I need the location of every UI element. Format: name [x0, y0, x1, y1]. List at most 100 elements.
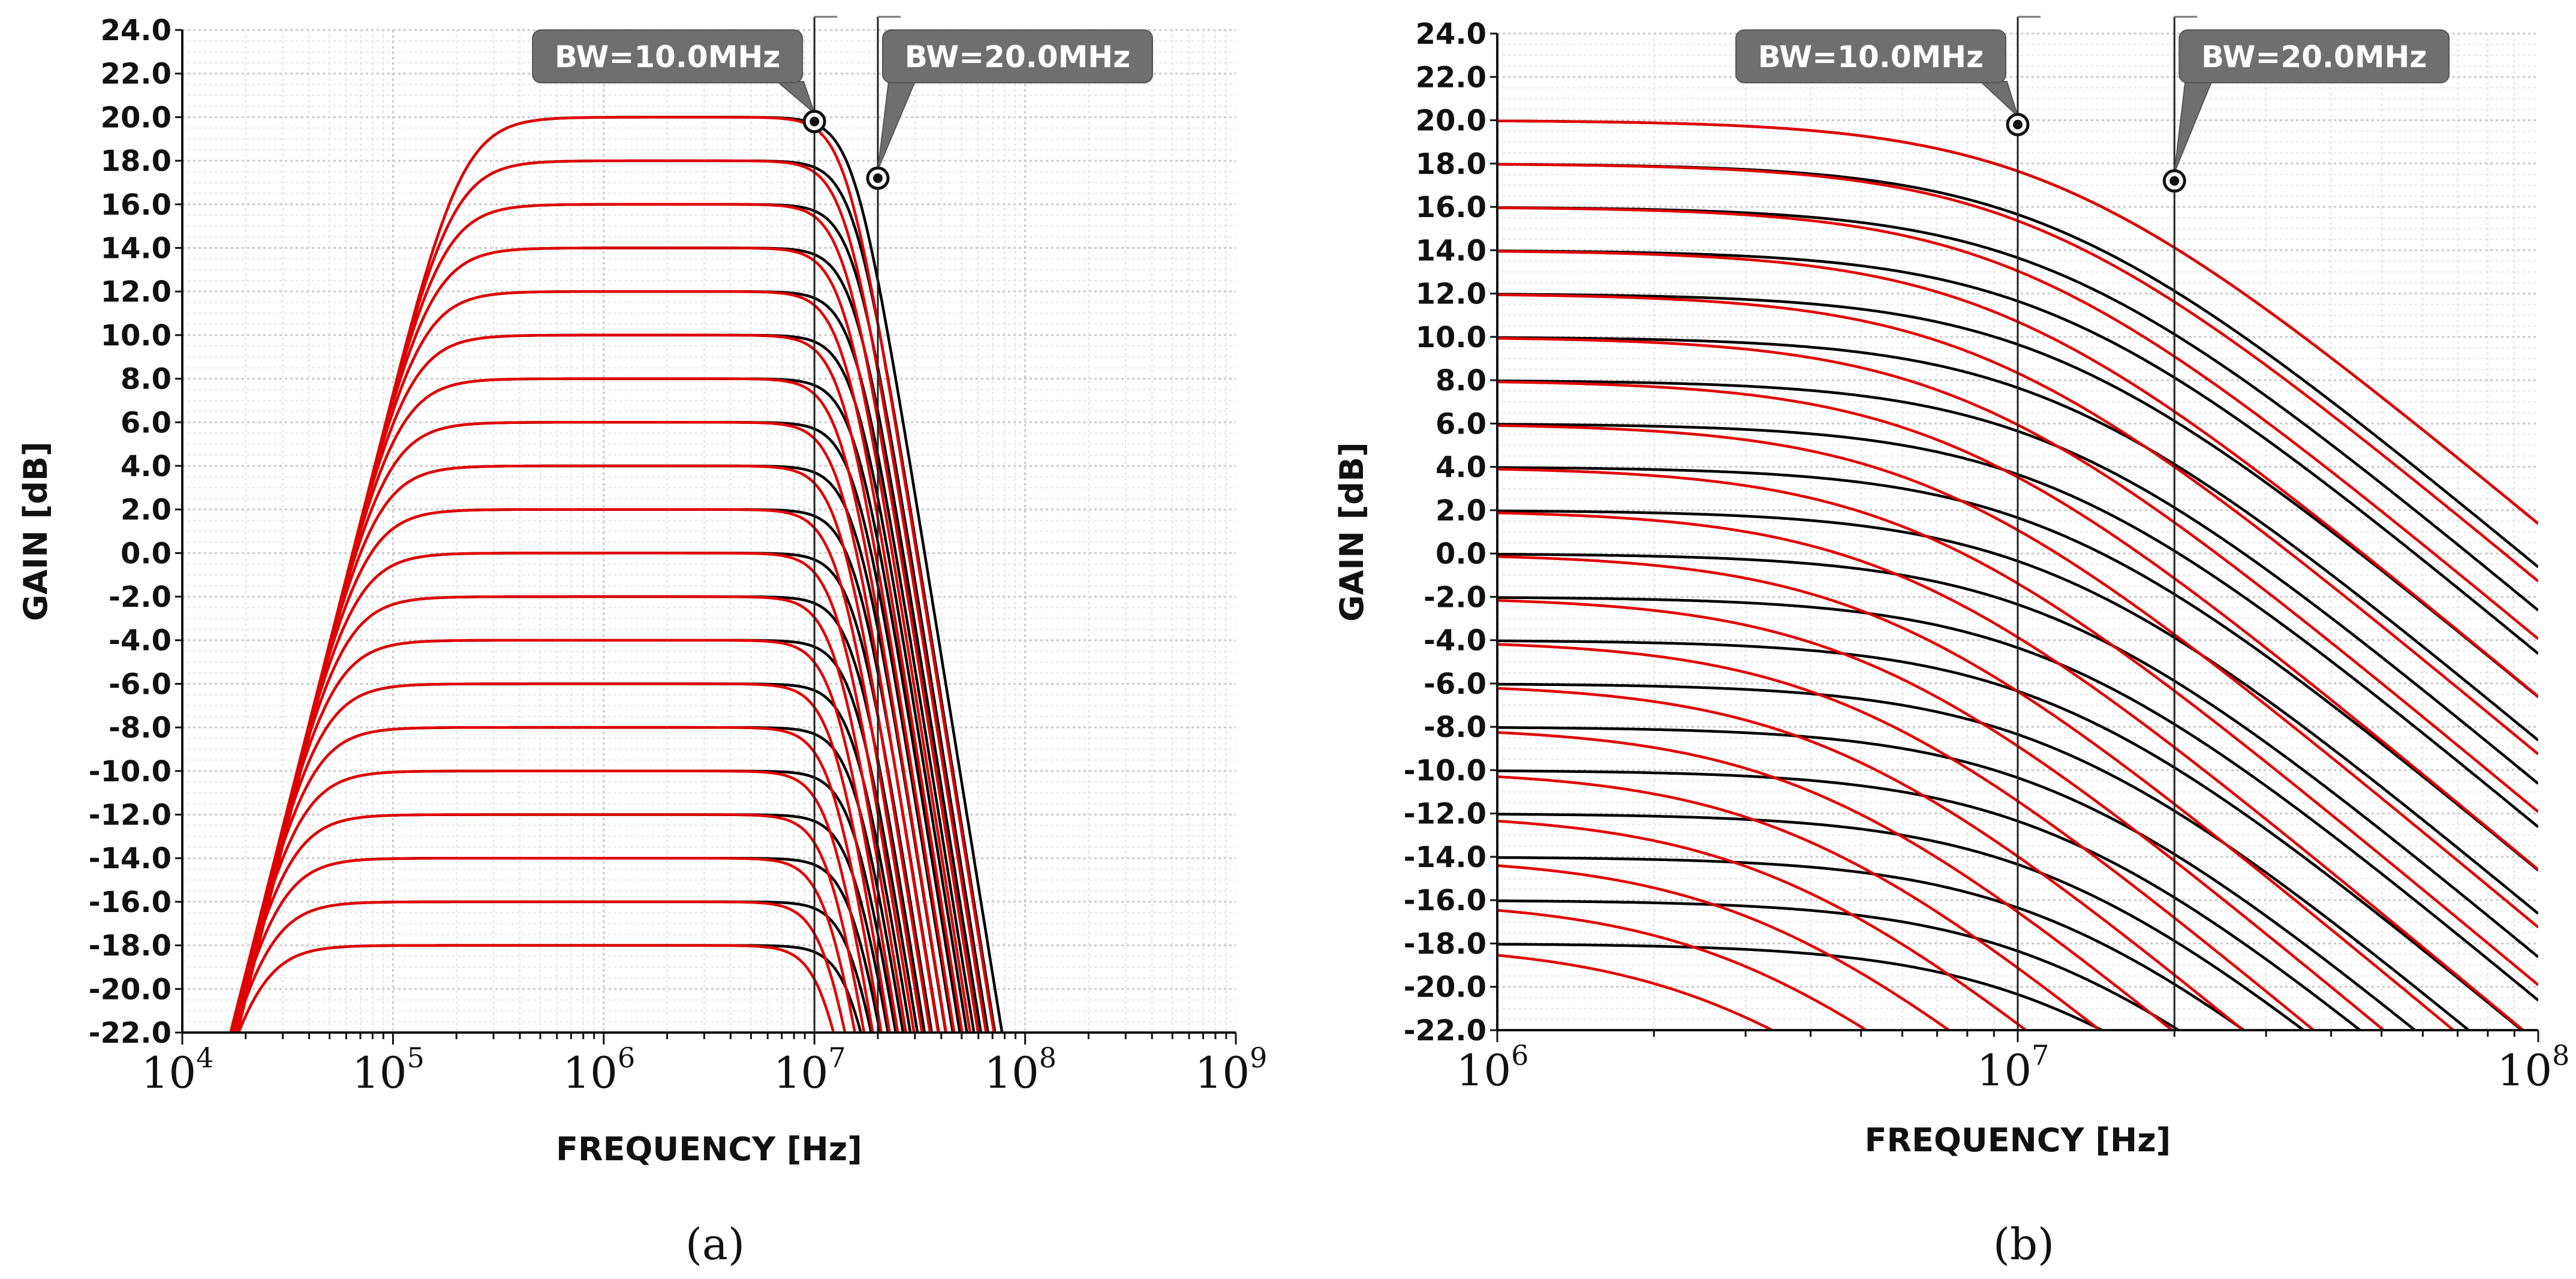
y-tick-label: -12.0	[89, 799, 171, 832]
y-tick-label: 2.0	[1436, 494, 1486, 528]
series-model--18db	[1497, 953, 1775, 1030]
series-model--16db	[1497, 908, 1869, 1030]
panel-b: 24.0 22.0 20.0 18.0 16.0 14.0 12.0 10.0 8.0 6.0 4.…	[1333, 16, 2570, 1269]
y-tick-label: -4.0	[109, 624, 171, 658]
y-tick-label: 14.0	[101, 231, 171, 265]
series-model--4db	[230, 639, 899, 1033]
x-tick-label: 107	[1977, 1039, 2050, 1096]
y-tick-label: -22.0	[89, 1016, 171, 1050]
marker-point-dot	[872, 173, 883, 183]
series-model--10db	[229, 769, 874, 1033]
x-tick-exponent: 6	[618, 1042, 635, 1074]
y-tick-label: 14.0	[1416, 234, 1486, 267]
callout-box	[1735, 29, 2006, 83]
x-tick-exponent: 8	[1039, 1042, 1057, 1074]
series-model--12db	[229, 813, 866, 1033]
y-tick-label: -22.0	[1404, 1014, 1486, 1048]
panel-label: (a)	[685, 1219, 745, 1269]
series-model--8db	[229, 726, 883, 1033]
y-tick-label: 8.0	[121, 363, 171, 396]
y-tick-label: 20.0	[1416, 104, 1486, 138]
x-tick-exponent: 4	[196, 1042, 213, 1074]
y-tick-label: -16.0	[1404, 884, 1486, 917]
x-tick-exponent: 6	[1511, 1039, 1528, 1072]
callout-box	[532, 29, 804, 83]
y-tick-label: -14.0	[1404, 841, 1486, 874]
x-tick-label: 106	[1456, 1039, 1529, 1096]
y-tick-label: -20.0	[1404, 971, 1486, 1004]
series-model--18db	[237, 944, 835, 1033]
series-model--16db	[233, 900, 847, 1033]
series-model-0db	[230, 552, 916, 1033]
y-tick-label: 22.0	[1416, 61, 1486, 94]
y-tick-label: -10.0	[1404, 754, 1486, 787]
x-tick-label: 107	[774, 1042, 846, 1098]
y-tick-label: 4.0	[121, 450, 171, 483]
x-tick-exponent: 7	[2032, 1039, 2049, 1072]
callout-label: BW=10.0MHz	[555, 40, 781, 74]
x-tick-base: 10	[1977, 1045, 2032, 1096]
y-tick-label: 10.0	[101, 319, 171, 353]
y-tick-label: 4.0	[1436, 451, 1486, 484]
x-tick-exponent: 5	[407, 1042, 425, 1074]
y-tick-label: -2.0	[109, 580, 171, 614]
y-tick-label: -8.0	[109, 711, 171, 745]
y-tick-label: 20.0	[101, 101, 171, 134]
y-tick-label: 6.0	[121, 406, 171, 440]
y-tick-label: 6.0	[1436, 407, 1486, 441]
x-tick-base: 10	[774, 1048, 829, 1098]
series-model--14db	[1497, 864, 1952, 1030]
x-axis-label: FREQUENCY [Hz]	[1865, 1121, 2171, 1159]
x-tick-label: 108	[2497, 1039, 2570, 1096]
series-model-4db	[231, 464, 932, 1033]
callout-label: BW=20.0MHz	[905, 40, 1131, 74]
y-tick-label: 12.0	[1416, 278, 1486, 311]
x-tick-label: 106	[562, 1042, 635, 1098]
marker-point-dot	[2169, 176, 2180, 186]
y-tick-label: -6.0	[109, 667, 171, 701]
y-axis-label: GAIN [dB]	[1333, 442, 1371, 621]
y-tick-label: 8.0	[1436, 364, 1486, 398]
y-tick-label: 10.0	[1416, 321, 1486, 354]
marker-point-dot	[809, 116, 820, 127]
callout-box	[2178, 29, 2450, 83]
y-tick-label: -8.0	[1424, 711, 1486, 744]
x-tick-exponent: 8	[2552, 1039, 2569, 1072]
panel-label: (b)	[1993, 1219, 2054, 1269]
y-tick-label: -2.0	[1424, 580, 1486, 614]
series-model-8db	[233, 377, 948, 1033]
y-tick-label: 18.0	[101, 145, 171, 178]
x-tick-base: 10	[562, 1048, 618, 1098]
x-tick-base: 10	[2497, 1045, 2553, 1096]
y-axis-label: GAIN [dB]	[17, 441, 55, 621]
callout-label: BW=20.0MHz	[2201, 40, 2427, 74]
y-tick-label: 24.0	[101, 14, 171, 47]
x-tick-exponent: 7	[828, 1042, 845, 1074]
y-tick-label: 12.0	[101, 275, 171, 309]
x-tick-base: 10	[352, 1048, 407, 1098]
y-tick-label: -12.0	[1404, 798, 1486, 831]
x-tick-label: 108	[984, 1042, 1057, 1098]
x-axis-label: FREQUENCY [Hz]	[556, 1130, 862, 1168]
y-tick-label: -6.0	[1424, 667, 1486, 701]
y-tick-label: -18.0	[89, 929, 171, 963]
x-tick-exponent: 9	[1250, 1042, 1267, 1074]
series-model-2db	[231, 508, 924, 1033]
y-tick-label: 16.0	[1416, 191, 1486, 224]
curves	[229, 116, 1004, 1033]
panel-a: 24.0 22.0 20.0 18.0 16.0 14.0 12.0 10.0 8.0 6.0 4.…	[17, 14, 1267, 1269]
y-tick-label: 18.0	[1416, 148, 1486, 181]
marker-point-dot	[2013, 119, 2023, 130]
y-tick-label: 16.0	[101, 188, 171, 222]
callout-box	[881, 29, 1153, 83]
x-tick-base: 10	[984, 1048, 1039, 1098]
y-tick-label: -14.0	[89, 842, 171, 875]
y-tick-label: -20.0	[89, 973, 171, 1006]
y-tick-label: -18.0	[1404, 927, 1486, 961]
y-tick-label: -4.0	[1424, 624, 1486, 658]
y-tick-label: 2.0	[121, 493, 171, 527]
y-tick-label: 0.0	[1436, 537, 1486, 571]
y-tick-label: 22.0	[101, 58, 171, 91]
y-tick-label: -16.0	[89, 886, 171, 919]
